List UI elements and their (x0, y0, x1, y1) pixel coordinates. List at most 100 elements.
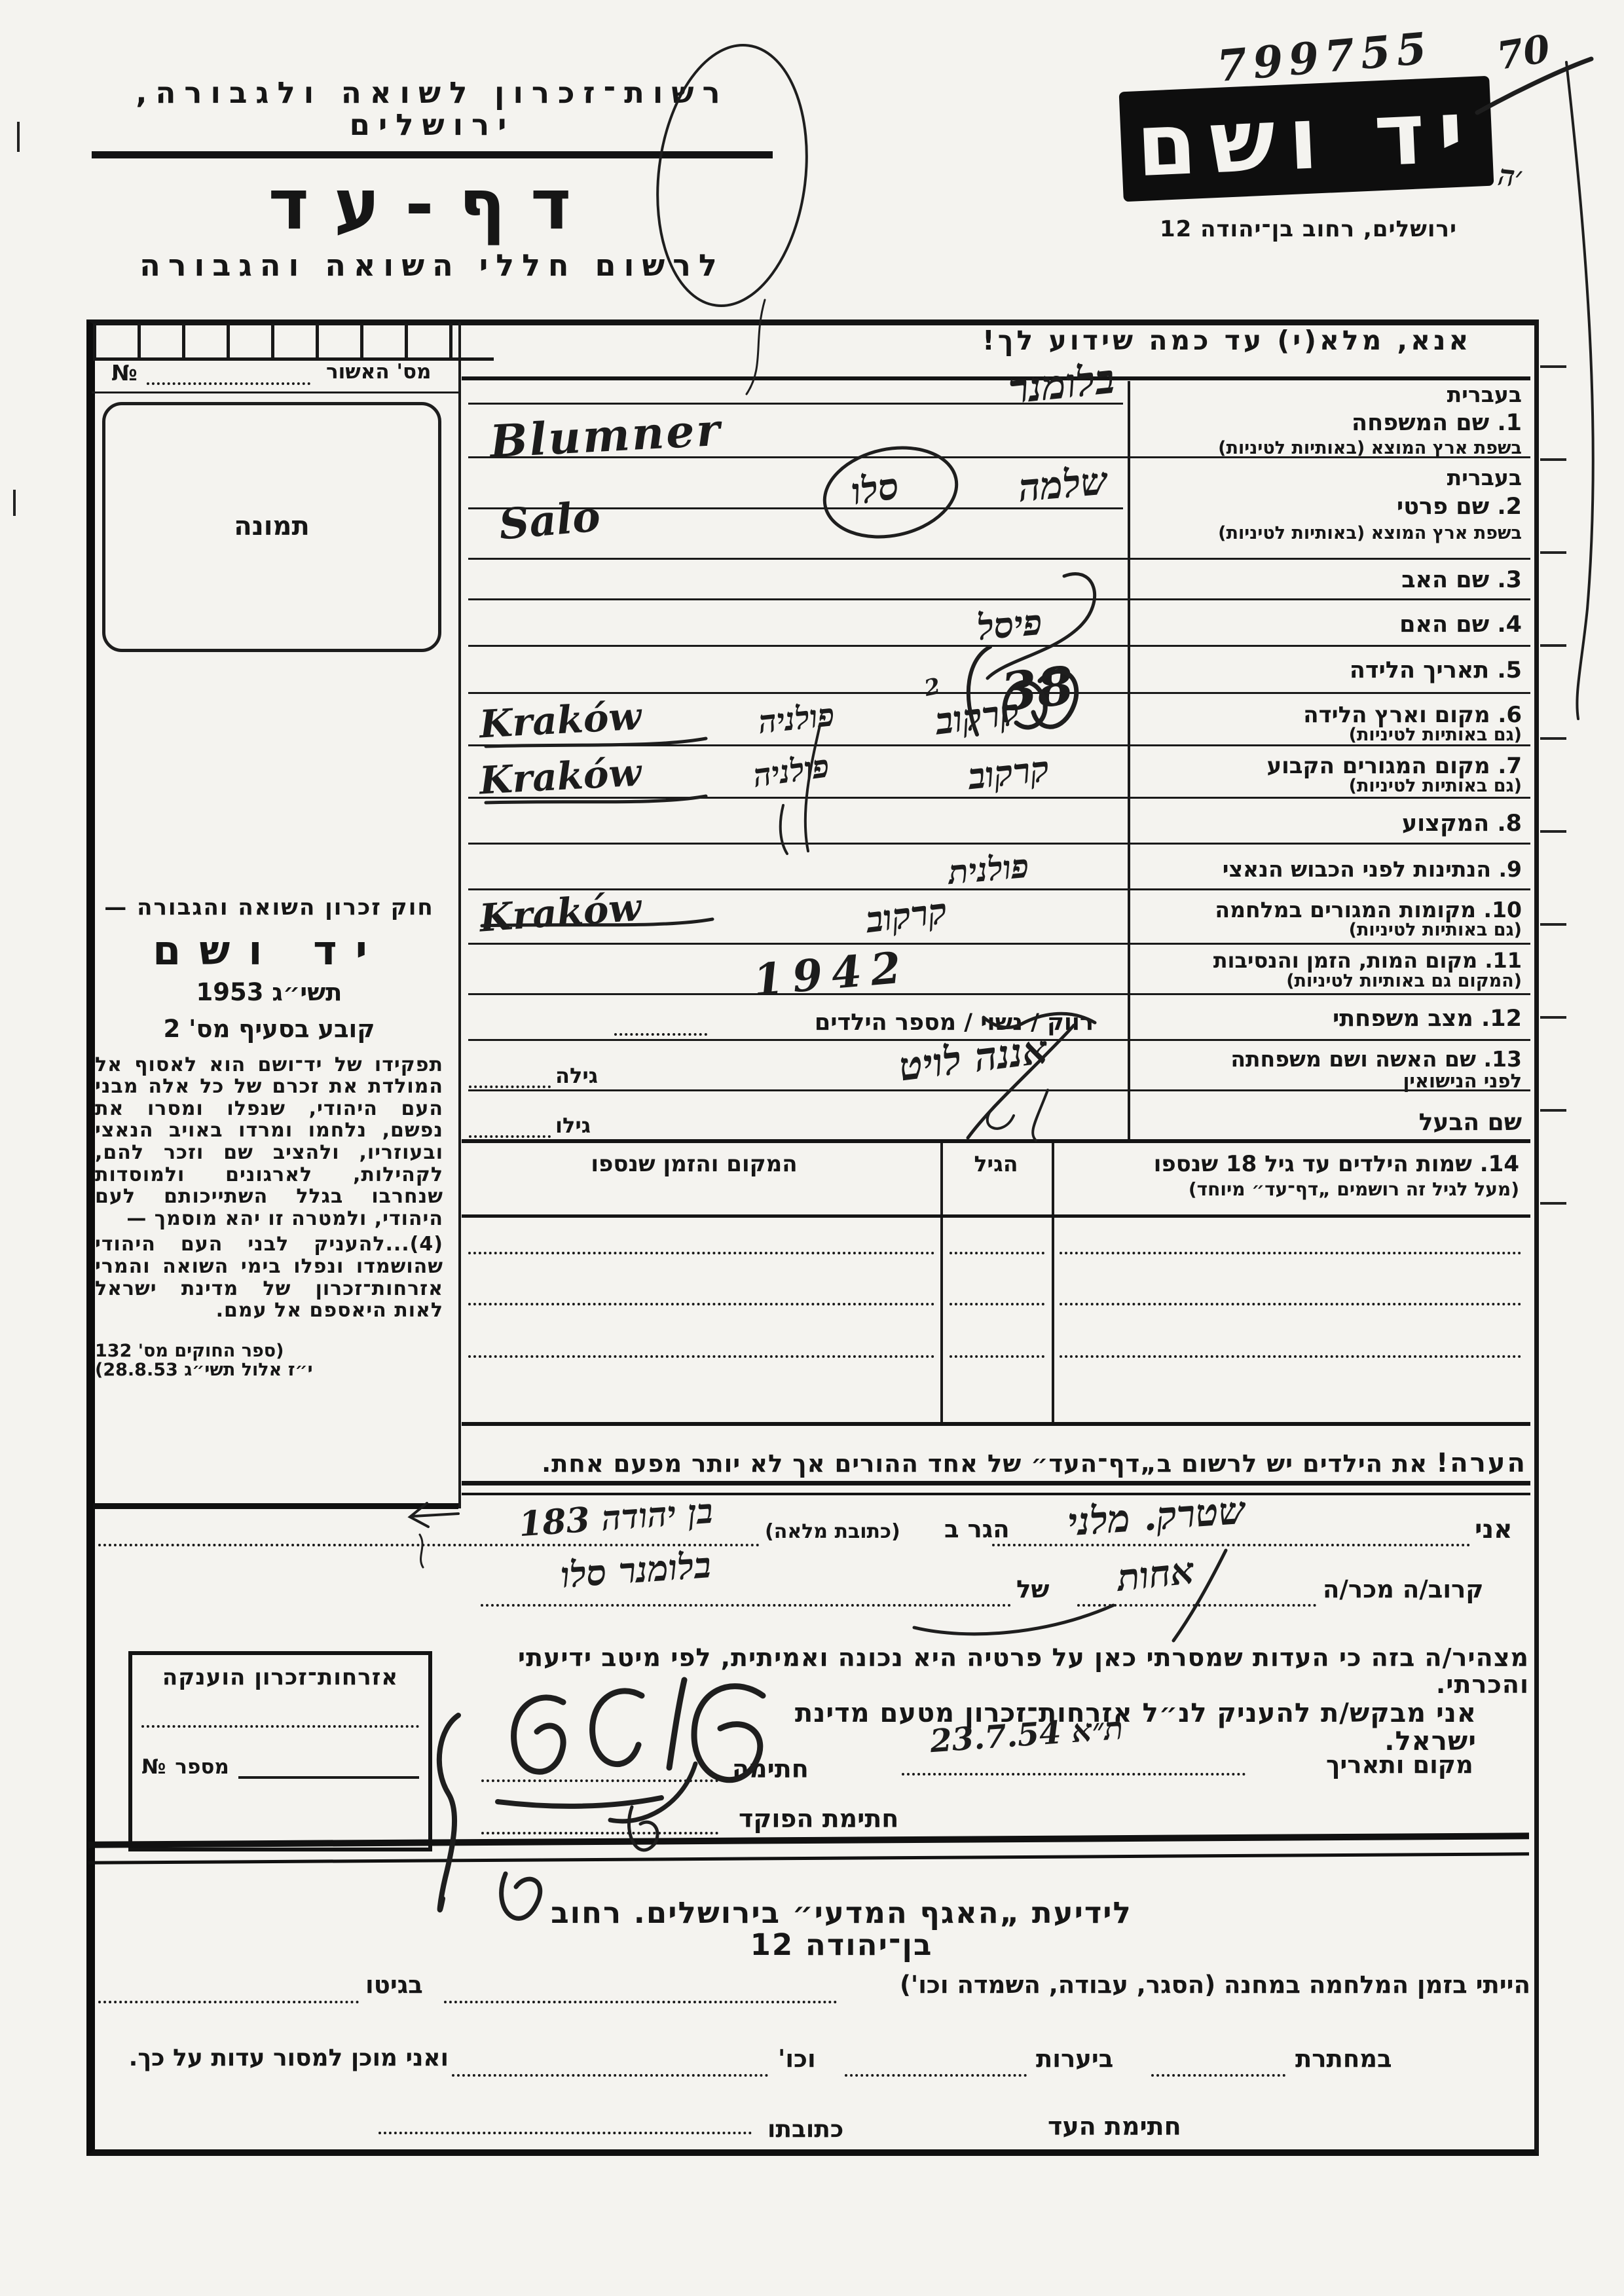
law-text: תפקידו של יד־ושם הוא לאסוף אל המולדת את … (95, 1053, 443, 1230)
field13-sublabel: לפני הנישואין (1403, 1070, 1522, 1092)
corner-pen-mark: ׳ה (1496, 158, 1524, 194)
field6-sublabel: (גם באותיות לטיניות) (1348, 725, 1522, 745)
edge-dash (1540, 1109, 1566, 1112)
hw-mother-name: פיסל (975, 600, 1044, 649)
field12-label: 12. מצב משפחתי (1332, 1006, 1522, 1032)
table-row3-age-dotted (950, 1355, 1044, 1358)
law-ref1: (ספר החוקים מס' 132 (95, 1340, 284, 1361)
law-clause: (4)...להעניק לבני העם היהודי שהושמדו ונפ… (95, 1233, 443, 1322)
resident-sublabel: (כתובת מלאה) (765, 1520, 900, 1543)
note-line: הערה! את הילדים יש לרשום ב„דף־העד״ של אח… (471, 1448, 1527, 1478)
clerk-signature-label: חתימת הפוקד (739, 1804, 899, 1833)
hw-given-latin: Salo (497, 492, 602, 550)
table-row2-name-dotted (1060, 1303, 1521, 1305)
hw-given-hebrew: שלמה (1016, 458, 1109, 511)
table-row1-name-dotted (1060, 1252, 1521, 1254)
field3-label: 3. שם האב (1401, 567, 1522, 593)
hw-birthplace-latin: Kraków (478, 693, 642, 747)
field7-sublabel: (גם באותיות לטיניות) (1348, 776, 1522, 796)
field1-lang-label: בעברית (1447, 382, 1522, 407)
edge-dash (1540, 551, 1566, 554)
field9-line (468, 888, 1530, 890)
request-text: אני מבקש/ת להעניק לנ״ל אזרחות־זכרון מטעם… (794, 1698, 1477, 1757)
edge-dash (1540, 923, 1566, 926)
field1-label: 1. שם המשפחה (1352, 410, 1522, 436)
form-subtitle: לרשום חללי השואה והגבורה (139, 247, 725, 283)
handwritten-crossed-number: 70 (1494, 26, 1553, 79)
table-row1-age-dotted (950, 1252, 1044, 1254)
etc-dotted (452, 2054, 768, 2077)
signature-label: חתימה (732, 1755, 809, 1783)
hw-given-nickname: סלו (848, 464, 902, 514)
resident-label: הגר ב (944, 1515, 1010, 1543)
field2-latin-line (468, 558, 1530, 560)
ready-to-testify: ואני מוכן למסור עדות על כך. (128, 2045, 449, 2071)
forests-dotted (845, 2054, 1027, 2077)
field11-line (468, 993, 1530, 995)
table-row2-age-dotted (950, 1303, 1044, 1305)
table-divider-right (940, 1143, 943, 1423)
witness-address-bottom-dotted (378, 2111, 752, 2134)
note-text: את הילדים יש לרשום ב„דף־העד״ של אחד ההור… (542, 1449, 1428, 1478)
field14-sublabel: (מעל לגיל זה רושמים „דף־עד״ מיוחד) (1188, 1178, 1519, 1200)
field8-line (468, 843, 1530, 845)
field11-sublabel: (המקום גם באותיות לטיניות) (1286, 971, 1522, 991)
field6-line (468, 744, 1530, 746)
law-year: תשי״ג 1953 (196, 977, 342, 1006)
law-block: חוק זכרון השואה והגבורה — יד ושם תשי״ג 1… (95, 896, 443, 1379)
sidebar-divider (458, 322, 461, 1508)
hw-nationality: פולנית (946, 846, 1031, 892)
form-title: דף-עד (268, 164, 597, 246)
law-ref2: י״ז אלול תשי״ג 28.8.53) (95, 1359, 313, 1380)
place-date-dotted (902, 1747, 1246, 1776)
field13-label: 13. שם האשה ושם משפחתה (1230, 1046, 1522, 1072)
underground-label: במחתרת (1295, 2045, 1392, 2073)
table-header-rule (462, 1214, 1530, 1218)
law-section: קובע בסעיף מס' 2 (163, 1014, 375, 1043)
stamp-box-title: אזרחות־זכרון הוענקה (162, 1664, 399, 1690)
table-row2-place-dotted (468, 1303, 934, 1305)
witness-i-label: אני (1475, 1515, 1513, 1544)
camp-question: הייתי בזמן המלחמה במחנה (הסגר, עבודה, הש… (899, 1971, 1530, 1999)
husband-label: שם הבעל (1418, 1109, 1522, 1136)
ruler-strip (93, 323, 494, 361)
yad-vashem-logo-stamp: יד ושם (1118, 75, 1494, 202)
witness-signature-label: חתימת העד (1048, 2112, 1181, 2141)
edge-dash (1540, 1016, 1566, 1019)
forests-label: ביערות (1036, 2045, 1114, 2073)
edge-dash (1540, 458, 1566, 461)
wife-age-label: גילה (555, 1063, 599, 1088)
place-date-label: מקום ותאריך (1326, 1751, 1473, 1779)
relation-dotted (1077, 1578, 1316, 1607)
field5-line (468, 692, 1530, 694)
field13-line (468, 1089, 1530, 1091)
instruction-underline (462, 376, 1530, 380)
husband-age-label: גילו (555, 1113, 591, 1138)
hw-residence-hebrew: קרקוב (965, 747, 1052, 798)
note-rule-2 (462, 1493, 1530, 1495)
form-frame (86, 319, 1539, 2156)
declaration-text: מצהיר/ה בזה כי העדות שמסרתי כאן על פרטיה… (517, 1643, 1529, 1700)
field8-label: 8. המקצוע (1401, 811, 1522, 837)
logo-text: יד ושם (1134, 81, 1479, 197)
signature-dotted (481, 1753, 718, 1782)
table-row1-place-dotted (468, 1252, 934, 1254)
approval-number-symbol: № (111, 360, 138, 386)
edge-dash (1540, 365, 1566, 368)
table-row3-place-dotted (468, 1355, 934, 1358)
witness-address-label: כתובתו (767, 2116, 844, 2143)
field14-label: 14. שמות הילדים עד גיל 18 שנספו (1153, 1151, 1519, 1177)
stamp-box-no-symbol: № (141, 1755, 166, 1779)
hw-residence-latin: Kraków (478, 750, 642, 803)
place-column-header: המקום והזמן שנספו (591, 1151, 798, 1177)
header-left: רשות־זכרון לשואה ולגבורה, ירושלים דף-עד … (92, 77, 773, 282)
edge-tick (13, 490, 16, 516)
field2-lang-label: בעברית (1447, 465, 1522, 490)
witness-name-dotted (992, 1518, 1470, 1546)
victim-name-dotted (481, 1578, 1011, 1607)
field11-label: 11. מקום המות, הזמן והנסיבות (1213, 948, 1522, 973)
field4-label: 4. שם האם (1399, 611, 1522, 638)
ghetto-label: בגיטו (365, 1971, 423, 1999)
table-row3-name-dotted (1060, 1355, 1521, 1358)
field10-line (468, 943, 1530, 945)
